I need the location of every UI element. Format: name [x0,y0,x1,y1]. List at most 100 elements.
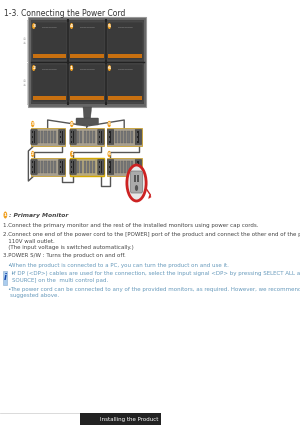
Bar [71,166,72,168]
Bar [90,131,92,143]
Bar [60,171,61,173]
FancyBboxPatch shape [69,22,105,60]
Bar [31,20,144,104]
Bar [80,161,83,173]
FancyBboxPatch shape [70,158,104,176]
FancyBboxPatch shape [135,130,142,144]
Bar [109,141,110,143]
Bar [32,131,33,133]
FancyBboxPatch shape [107,128,142,146]
Bar [77,161,79,173]
Circle shape [108,65,111,71]
Bar [33,96,66,100]
Text: ─────────: ───────── [80,26,94,30]
Bar [60,141,61,143]
Text: ─────────: ───────── [42,68,57,72]
Bar [60,131,61,133]
Circle shape [107,151,111,157]
Bar [99,171,100,173]
Circle shape [31,151,34,157]
FancyBboxPatch shape [58,159,65,175]
FancyBboxPatch shape [58,130,65,144]
FancyBboxPatch shape [3,270,8,284]
Text: suggested above.: suggested above. [10,293,59,298]
Bar [121,161,123,173]
Bar [99,141,100,143]
Bar [99,131,100,133]
FancyBboxPatch shape [69,64,105,102]
FancyBboxPatch shape [31,158,65,176]
FancyBboxPatch shape [31,159,37,175]
Bar [109,131,110,133]
FancyBboxPatch shape [70,130,76,144]
Bar [32,161,33,163]
Bar [41,161,43,173]
Text: SOURCE] on the  multi control pad.: SOURCE] on the multi control pad. [12,278,108,283]
Text: 6: 6 [108,152,111,156]
FancyBboxPatch shape [107,22,143,60]
Text: 6: 6 [108,66,111,70]
Text: •: • [8,263,11,268]
Bar [124,131,126,143]
Bar [137,175,139,182]
FancyBboxPatch shape [32,64,67,102]
Bar [80,413,160,425]
Bar [34,131,35,143]
Text: 3: 3 [32,24,35,28]
Bar [71,131,72,133]
Bar [48,131,50,143]
Text: 1: 1 [70,66,73,70]
Bar [60,166,61,168]
Text: If DP (<DP>) cables are used for the connection, select the input signal <DP> by: If DP (<DP>) cables are used for the con… [12,272,300,277]
Text: The power cord can be connected to any of the provided monitors, as required. Ho: The power cord can be connected to any o… [10,286,300,292]
FancyBboxPatch shape [107,64,143,102]
Text: : Primary Monitor: : Primary Monitor [9,212,68,218]
Bar [93,131,95,143]
Circle shape [135,185,138,191]
Text: ─────────: ───────── [118,26,132,30]
Bar [115,161,117,173]
Bar [130,131,133,143]
Bar [99,136,100,138]
Bar [44,131,46,143]
Text: 110V wall outlet.: 110V wall outlet. [3,238,55,244]
Bar [33,54,66,58]
Bar [83,161,86,173]
Text: 1.Connect the primary monitor and the rest of the installed monitors using power: 1.Connect the primary monitor and the re… [3,223,259,227]
Bar [115,131,117,143]
Bar [51,131,53,143]
Bar [61,131,63,143]
Bar [138,161,139,173]
Bar [71,141,72,143]
Bar [118,161,120,173]
Bar [100,161,102,173]
Text: ①
②: ① ② [23,37,26,45]
Circle shape [107,121,111,127]
FancyBboxPatch shape [70,128,104,146]
Bar [110,161,111,173]
Bar [124,161,126,173]
Text: 5: 5 [108,122,111,126]
Text: 2.Connect one end of the power cord to the [POWER] port of the product and conne: 2.Connect one end of the power cord to t… [3,232,300,237]
Bar [99,166,100,168]
FancyBboxPatch shape [76,118,98,125]
Bar [77,131,79,143]
Circle shape [70,23,73,29]
FancyBboxPatch shape [98,130,104,144]
Bar [136,136,138,138]
Bar [44,161,46,173]
Text: ─────────: ───────── [118,68,132,72]
Bar [108,96,142,100]
Bar [136,161,138,163]
Bar [134,175,136,182]
Bar [48,161,50,173]
Bar [138,131,139,143]
Text: 3.POWER S/W : Turns the product on and off.: 3.POWER S/W : Turns the product on and o… [3,253,126,258]
Circle shape [70,65,73,71]
Text: •: • [10,272,13,277]
Text: 1: 1 [4,213,7,217]
Bar [109,171,110,173]
Bar [136,141,138,143]
FancyBboxPatch shape [107,158,142,176]
Bar [136,166,138,168]
